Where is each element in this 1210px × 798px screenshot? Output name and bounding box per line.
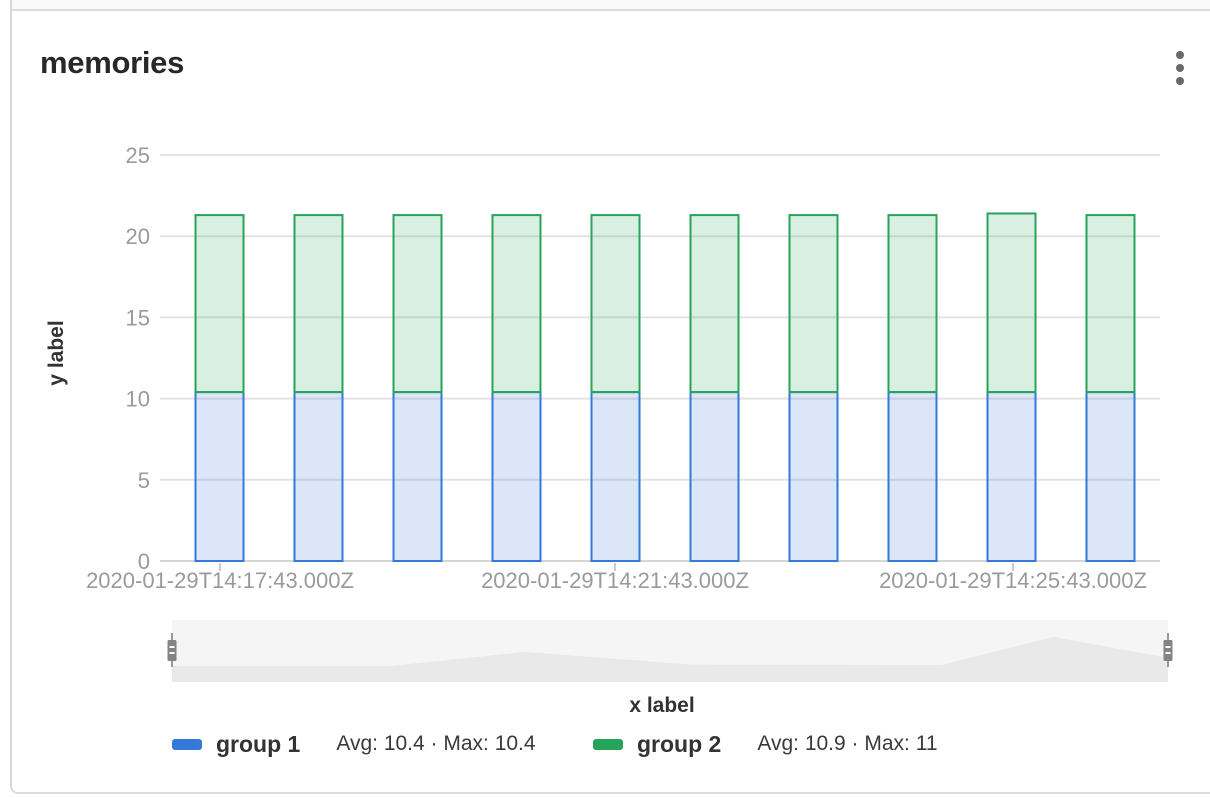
bar-segment-group-2 xyxy=(293,214,344,394)
y-tick-label: 20 xyxy=(126,224,150,249)
legend-stats-group-1: Avg: 10.4 · Max: 10.4 xyxy=(336,732,536,755)
bar-segment-group-1 xyxy=(986,391,1037,562)
bar-segment-group-2 xyxy=(590,214,641,394)
bar-segment-group-1 xyxy=(788,391,839,562)
y-axis-tick-labels: 0 5 10 15 20 25 xyxy=(126,143,150,574)
bar-segment-group-2 xyxy=(887,214,938,394)
kebab-vertical-icon xyxy=(1176,51,1184,59)
legend-item-group-1[interactable]: group 1 Avg: 10.4 · Max: 10.4 xyxy=(172,730,536,758)
x-axis-tick-marks xyxy=(219,563,1014,571)
bar-segment-group-1 xyxy=(1085,391,1136,562)
panel-title: memories xyxy=(40,45,185,80)
legend-swatch-group-2 xyxy=(593,738,623,750)
brush-handle-right[interactable] xyxy=(1163,640,1173,661)
x-axis-tick-labels: 2020-01-29T14:17:43.000Z 2020-01-29T14:21… xyxy=(86,568,1147,593)
brush-minimap-area xyxy=(172,636,1168,682)
legend-stats-group-2: Avg: 10.9 · Max: 11 xyxy=(757,732,938,755)
x-axis-title: x label xyxy=(629,694,695,717)
bar-segment-group-1 xyxy=(689,391,740,562)
bar-segment-group-2 xyxy=(392,214,443,394)
y-tick-label: 10 xyxy=(126,387,150,412)
bar-segment-group-2 xyxy=(788,214,839,394)
legend-label-group-2: group 2 xyxy=(637,730,722,757)
bar-segment-group-2 xyxy=(986,212,1037,394)
bar-segment-group-1 xyxy=(194,391,245,562)
y-tick-label: 25 xyxy=(126,143,150,168)
bar-segment-group-1 xyxy=(590,391,641,562)
legend-item-group-2[interactable]: group 2 Avg: 10.9 · Max: 11 xyxy=(593,730,938,758)
kebab-vertical-icon xyxy=(1176,64,1184,72)
brush-minimap xyxy=(167,620,1173,682)
bar-segment-group-2 xyxy=(1085,214,1136,394)
bars xyxy=(194,212,1136,562)
y-tick-label: 5 xyxy=(138,468,150,493)
bar-segment-group-2 xyxy=(689,214,740,394)
legend-label-group-1: group 1 xyxy=(216,730,301,757)
bar-segment-group-2 xyxy=(194,214,245,394)
panel-menu-button[interactable] xyxy=(1168,44,1192,92)
y-axis-title: y label xyxy=(45,320,68,386)
page-top-strip xyxy=(10,0,1210,9)
y-tick-label: 15 xyxy=(126,305,150,330)
x-tick-label: 2020-01-29T14:21:43.000Z xyxy=(481,568,749,593)
bar-segment-group-1 xyxy=(491,391,542,562)
bar-segment-group-1 xyxy=(392,391,443,562)
x-tick-label: 2020-01-29T14:17:43.000Z xyxy=(86,568,354,593)
brush-handle-left[interactable] xyxy=(167,640,177,661)
bar-segment-group-2 xyxy=(491,214,542,394)
x-tick-label: 2020-01-29T14:25:43.000Z xyxy=(879,568,1147,593)
kebab-vertical-icon xyxy=(1176,77,1184,85)
bar-segment-group-1 xyxy=(887,391,938,562)
legend-swatch-group-1 xyxy=(172,738,202,750)
y-tick-label: 0 xyxy=(138,549,150,574)
bar-segment-group-1 xyxy=(293,391,344,562)
